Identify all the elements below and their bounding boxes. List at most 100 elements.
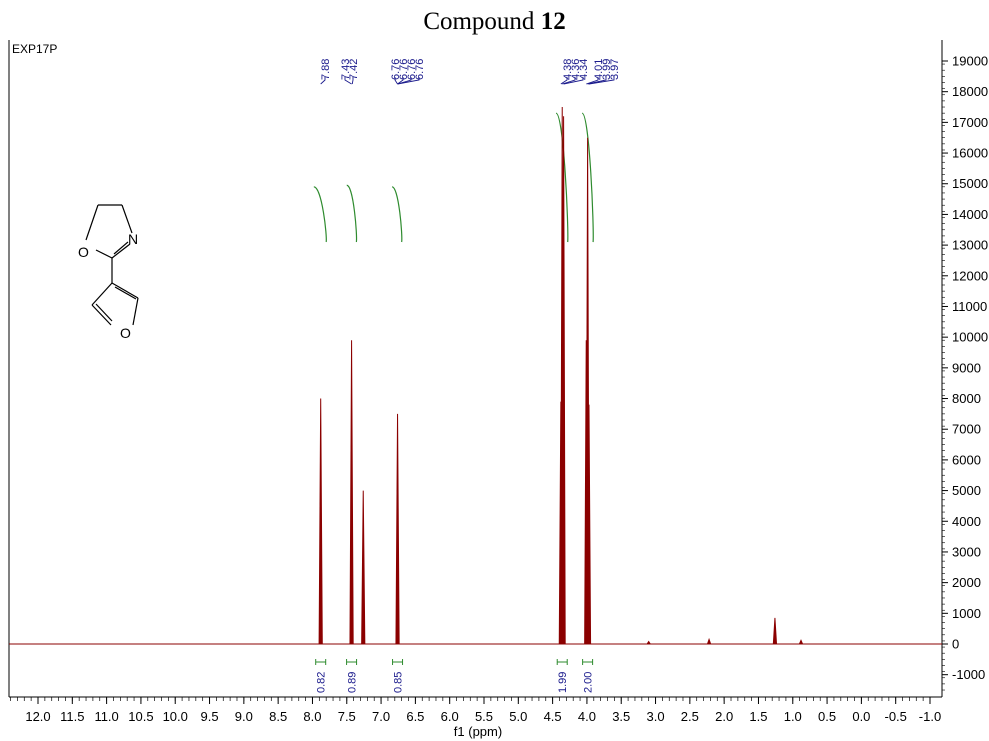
y-tick-label: -1000 (952, 667, 985, 682)
spectrum-peak (646, 640, 652, 645)
y-tick-label: 3000 (952, 544, 981, 559)
y-tick-label: 8000 (952, 391, 981, 406)
x-tick-label: 5.0 (509, 709, 527, 724)
peak-label: 4.38 (562, 59, 574, 80)
spectrum-peak (798, 639, 804, 645)
y-tick-label: 1000 (952, 606, 981, 621)
peak-label-connector (587, 77, 607, 85)
x-tick-label: 4.5 (544, 709, 562, 724)
integral-labels: 0.82 0.89 0.85 1.99 2.00 (315, 659, 595, 693)
integral-curve (346, 184, 358, 243)
x-tick-label: 3.0 (646, 709, 664, 724)
x-tick-label: 9.0 (235, 709, 253, 724)
y-tick-label: 2000 (952, 575, 981, 590)
y-tick-label: 10000 (952, 330, 988, 345)
integral-curves (313, 112, 594, 243)
x-tick-label: 6.5 (406, 709, 424, 724)
x-tick-label: 7.0 (372, 709, 390, 724)
x-tick-label: 2.5 (681, 709, 699, 724)
title-compound-number: 12 (540, 8, 566, 35)
y-axis: 19000 18000 17000 16000 15000 14000 13000 12000… (942, 54, 988, 691)
y-tick-label: 4000 (952, 514, 981, 529)
peak-label-connector (394, 77, 398, 85)
chart-title: Compound 12 (0, 8, 989, 36)
x-tick-label: 8.5 (269, 709, 287, 724)
peak-label-connector (397, 77, 412, 85)
y-tick-label: 16000 (952, 146, 988, 161)
spectrum-peak (706, 637, 712, 645)
peak-label-connector (562, 77, 576, 85)
y-tick-label: 6000 (952, 452, 981, 467)
peak-label-connector (560, 77, 568, 85)
spectrum-peak (395, 413, 400, 645)
peak-label: 4.34 (578, 59, 590, 80)
peak-label: 7.42 (348, 59, 360, 80)
x-tick-label: 8.0 (303, 709, 321, 724)
y-tick-label: 12000 (952, 268, 988, 283)
y-tick-label: 7000 (952, 422, 981, 437)
y-tick-label: 11000 (952, 299, 987, 314)
peak-label: 6.76 (398, 59, 410, 80)
y-tick-label: 19000 (952, 54, 988, 69)
title-prefix: Compound (423, 8, 541, 35)
spectrum-peak (772, 617, 778, 645)
peak-label-connector (320, 77, 326, 85)
peak-label-connector (588, 77, 615, 85)
peak-label: 4.01 (593, 59, 605, 80)
x-tick-label: 10.0 (163, 709, 188, 724)
molecule-atom-o-furan: O (120, 325, 131, 341)
x-axis: 12.0 11.5 11.0 10.5 10.0 9.5 9.0 8.5 8.0 7.5 7.0 6.… (10, 697, 941, 724)
peak-label-connector (586, 77, 599, 85)
peak-label: 6.76 (390, 59, 402, 80)
peak-label-connector (351, 77, 354, 85)
x-tick-label: 6.0 (441, 709, 459, 724)
spectrum-peak (361, 490, 366, 645)
x-tick-label: 5.5 (475, 709, 493, 724)
x-tick-label: 1.5 (749, 709, 767, 724)
integral-value-label: 0.82 (316, 672, 328, 693)
spectrum-peak (349, 340, 354, 645)
molecule-atom-n: N (128, 231, 138, 247)
y-tick-label: 15000 (952, 176, 988, 191)
peak-label-connector (397, 77, 420, 85)
peak-label-connector (344, 77, 352, 85)
x-axis-title: f1 (ppm) (454, 724, 502, 739)
y-tick-label: 17000 (952, 115, 988, 130)
integral-value-label: 2.00 (583, 672, 595, 693)
spectrum-peak (586, 404, 592, 645)
x-tick-label: 11.0 (94, 709, 118, 724)
x-tick-label: -0.5 (884, 709, 906, 724)
furyl-oxazoline-structure-icon (85, 204, 139, 326)
experiment-label: EXP17P (12, 42, 57, 56)
x-tick-label: -1.0 (919, 709, 941, 724)
y-tick-label: 13000 (952, 238, 988, 253)
x-tick-label: 12.0 (25, 709, 50, 724)
integral-curve (313, 186, 327, 243)
integral-value-label: 0.85 (393, 672, 405, 693)
y-tick-label: 14000 (952, 207, 988, 222)
x-tick-label: 9.5 (200, 709, 218, 724)
x-tick-label: 2.0 (715, 709, 733, 724)
integral-curve (555, 112, 569, 243)
peak-labels: 7.88 7.437.42 6.766.766.766.76 4.384.364.34… (320, 59, 621, 85)
peak-label-connector (397, 77, 404, 85)
x-tick-label: 0.5 (818, 709, 836, 724)
x-tick-label: 7.5 (338, 709, 356, 724)
peak-label-connector (563, 77, 584, 85)
integral-curve (391, 186, 403, 243)
peak-label: 3.99 (601, 59, 613, 80)
spectrum-peaks (318, 107, 804, 645)
y-tick-label: 5000 (952, 483, 981, 498)
x-tick-label: 4.0 (578, 709, 596, 724)
y-tick-label: 9000 (952, 360, 981, 375)
peak-label: 7.43 (340, 59, 352, 80)
peak-label: 7.88 (320, 59, 332, 80)
spectrum-peak (561, 116, 566, 645)
y-tick-label: 0 (952, 637, 959, 652)
integral-curve (581, 112, 594, 243)
x-tick-label: 1.0 (784, 709, 802, 724)
peak-label: 6.76 (414, 59, 426, 80)
peak-label: 4.36 (570, 59, 582, 80)
molecule-atom-o-oxazoline: O (78, 244, 89, 260)
